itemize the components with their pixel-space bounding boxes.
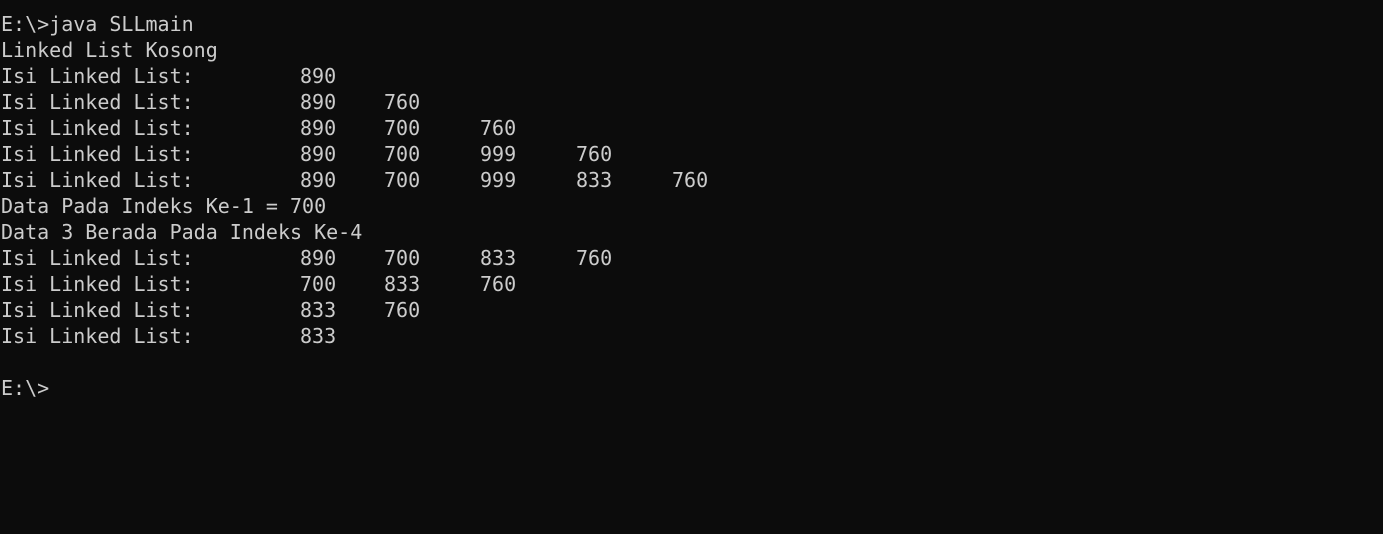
output-value: 700: [384, 142, 421, 166]
output-value: 890: [300, 116, 337, 140]
output-text: Data 3 Berada Pada Indeks Ke-4: [1, 220, 363, 244]
output-value: 833: [384, 272, 421, 296]
console-line-blank: [1, 349, 49, 375]
output-value: 700: [384, 116, 421, 140]
output-value: 890: [300, 142, 337, 166]
output-text: Linked List Kosong: [1, 38, 218, 62]
output-label: Isi Linked List:: [1, 168, 194, 192]
console-line-prompt[interactable]: E:\>: [1, 375, 49, 401]
output-value: 760: [576, 246, 613, 270]
output-value: 833: [300, 324, 337, 348]
console-line-list: Isi Linked List: 833: [1, 323, 336, 349]
console-line-list: Isi Linked List: 833 760: [1, 297, 420, 323]
output-value: 999: [480, 142, 517, 166]
console-line-list: Isi Linked List: 890 700 999 760: [1, 141, 612, 167]
output-value: 999: [480, 168, 517, 192]
output-value: 760: [384, 90, 421, 114]
output-value: 890: [300, 64, 337, 88]
console-line-list: Isi Linked List: 890 700 760: [1, 115, 516, 141]
console-line-list: Isi Linked List: 890 700 999 833 760: [1, 167, 708, 193]
console-line-search-result: Data 3 Berada Pada Indeks Ke-4: [1, 219, 362, 245]
output-value: 700: [384, 168, 421, 192]
command-text: E:\>java SLLmain: [1, 12, 194, 36]
output-value: 760: [384, 298, 421, 322]
output-label: Isi Linked List:: [1, 246, 194, 270]
console-line-list: Isi Linked List: 700 833 760: [1, 271, 516, 297]
output-text: Data Pada Indeks Ke-1 = 700: [1, 194, 327, 218]
output-label: Isi Linked List:: [1, 116, 194, 140]
output-value: 890: [300, 90, 337, 114]
console-line-list: Isi Linked List: 890 700 833 760: [1, 245, 612, 271]
output-value: 700: [300, 272, 337, 296]
output-value: 760: [672, 168, 709, 192]
output-label: Isi Linked List:: [1, 90, 194, 114]
output-label: Isi Linked List:: [1, 142, 194, 166]
output-label: Isi Linked List:: [1, 272, 194, 296]
output-value: 760: [576, 142, 613, 166]
console-line-command: E:\>java SLLmain: [1, 11, 194, 37]
output-value: 700: [384, 246, 421, 270]
console-line-index-data: Data Pada Indeks Ke-1 = 700: [1, 193, 326, 219]
console-line-empty-list: Linked List Kosong: [1, 37, 218, 63]
output-label: Isi Linked List:: [1, 298, 194, 322]
output-value: 833: [480, 246, 517, 270]
output-value: 890: [300, 168, 337, 192]
output-value: 833: [300, 298, 337, 322]
output-value: 760: [480, 116, 517, 140]
output-label: Isi Linked List:: [1, 324, 194, 348]
console-line-list: Isi Linked List: 890 760: [1, 89, 420, 115]
output-value: 833: [576, 168, 613, 192]
output-label: Isi Linked List:: [1, 64, 194, 88]
output-value: 760: [480, 272, 517, 296]
output-value: 890: [300, 246, 337, 270]
console-line-list: Isi Linked List: 890: [1, 63, 336, 89]
command-prompt[interactable]: E:\>: [1, 376, 50, 400]
